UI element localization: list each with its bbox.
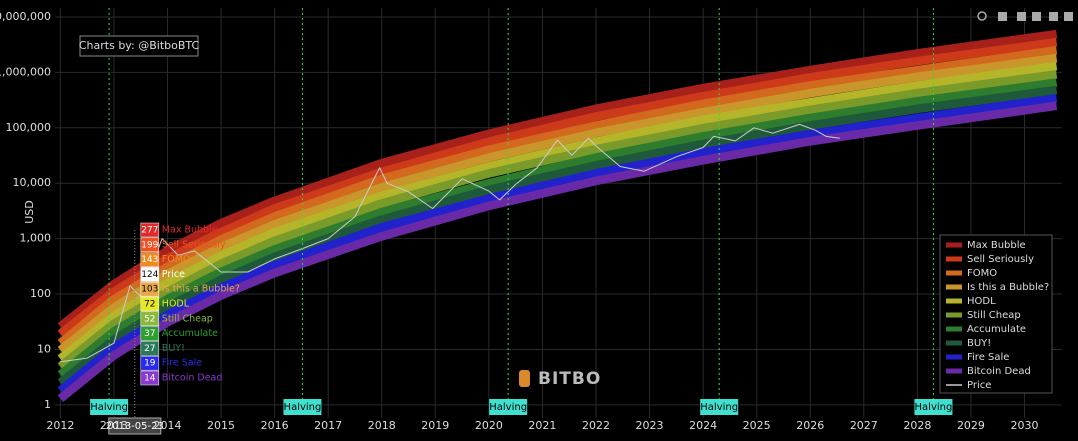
hover-name: FOMO [162,254,191,265]
halving-box [90,399,129,415]
legend-label: Still Cheap [967,310,1021,321]
y-tick-label: 10,000 [13,176,52,189]
fullscreen-icon[interactable] [1064,12,1073,21]
hover-value: 14 [144,374,156,384]
legend-label: Max Bubble [967,240,1026,251]
hover-name: Is this a Bubble? [162,284,240,295]
x-tick-label: 2019 [421,419,449,432]
hover-name: Still Cheap [162,313,213,324]
x-tick-label: 2024 [689,419,717,432]
legend-label: HODL [967,296,996,307]
x-tick-label: 2015 [207,419,235,432]
x-tick-label: 2030 [1011,419,1039,432]
hover-name: Fire Sale [162,358,202,369]
x-tick-label: 2028 [903,419,931,432]
legend-label: Fire Sale [967,352,1009,363]
y-tick-label: 1 [44,398,51,411]
hover-value-box [140,370,160,386]
y-tick-label: 100 [30,287,51,300]
halving-label: Halving [90,402,128,413]
hover-value: 199 [141,240,158,250]
hover-value-box [140,355,160,371]
toolbar [977,11,1073,21]
legend-label: Accumulate [967,324,1026,335]
halving-label: Halving [700,402,738,413]
overlay: Halving Halving Halving Halving Halving 2013-… [60,8,953,435]
hover-x-label: 2013-05-23 [106,421,164,432]
legend-label: Bitcoin Dead [967,366,1031,377]
x-tick-label: 2026 [796,419,824,432]
hover-x-box [108,417,162,435]
y-tick-label: 100,000 [6,121,52,134]
hover-value: 277 [141,226,158,236]
hover-name: Accumulate [162,328,218,339]
hover-name: Price [162,269,185,280]
x-tick-label: 2018 [368,419,396,432]
zoom-out-icon[interactable] [1032,12,1041,21]
y-tick-label: 10 [37,342,51,355]
hover-name: Bitcoin Dead [162,373,223,384]
y-tick-label: 10,000,000 [0,10,51,23]
y-tick-label: 1,000,000 [0,65,51,78]
x-tick-label: 2023 [636,419,664,432]
halving-box [914,399,953,415]
hover-value-box [140,281,160,297]
hover-name: Sell Seriously [162,239,226,250]
hover-value-box [140,267,160,282]
hover-value-box [140,311,160,327]
zoom-icon[interactable] [977,11,987,21]
watermark: BITBO [538,369,601,389]
hover-value-box [140,252,160,267]
hover-value-box [140,222,160,238]
hover-value-box [140,341,160,356]
halving-box [489,399,528,415]
hover-name: BUY! [162,343,185,354]
hover-value-box [140,326,160,341]
halving-label: Halving [489,402,527,413]
x-tick-label: 2014 [153,419,181,432]
annotation: Charts by: @BitboBTC [79,39,200,52]
halving-label: Halving [284,402,322,413]
legend-label: Sell Seriously [967,254,1034,265]
x-tick-label: 2022 [582,419,610,432]
x-tick-label: 2029 [957,419,985,432]
hover-value-box [140,237,160,253]
legend-label: Price [967,380,991,391]
hover-value: 72 [144,300,155,310]
hover-value: 143 [141,255,158,265]
x-tick-label: 2021 [528,419,556,432]
y-tick-label: 1,000 [20,232,52,245]
x-tick-label: 2016 [261,419,289,432]
watermark-logo [519,370,530,387]
reset-icon[interactable] [1049,12,1058,21]
halving-label: Halving [915,402,953,413]
legend-label: BUY! [967,338,991,349]
price-line [60,123,840,363]
y-axis-label: USD [23,200,36,224]
legend-label: FOMO [967,268,997,279]
hover-name: HODL [162,299,190,310]
x-tick-label: 2013 [100,419,128,432]
x-tick-label: 2012 [46,419,74,432]
hover-value: 37 [144,329,155,339]
hover-value: 124 [141,270,158,280]
x-tick-label: 2027 [850,419,878,432]
zoom-in-icon[interactable] [1017,12,1026,21]
pan-icon[interactable] [998,12,1007,21]
x-tick-label: 2017 [314,419,342,432]
x-tick-label: 2025 [743,419,771,432]
halving-box [700,399,739,415]
hover-value: 27 [144,344,155,354]
x-tick-label: 2020 [475,419,503,432]
hover-value: 19 [144,359,156,369]
halving-box [283,399,322,415]
hover-value-box [140,296,160,312]
legend-label: Is this a Bubble? [967,282,1049,293]
hover-name: Max Bubble [162,225,218,236]
hover-value: 52 [144,314,155,324]
annotation-box [79,35,199,57]
hover-value: 103 [141,285,158,295]
